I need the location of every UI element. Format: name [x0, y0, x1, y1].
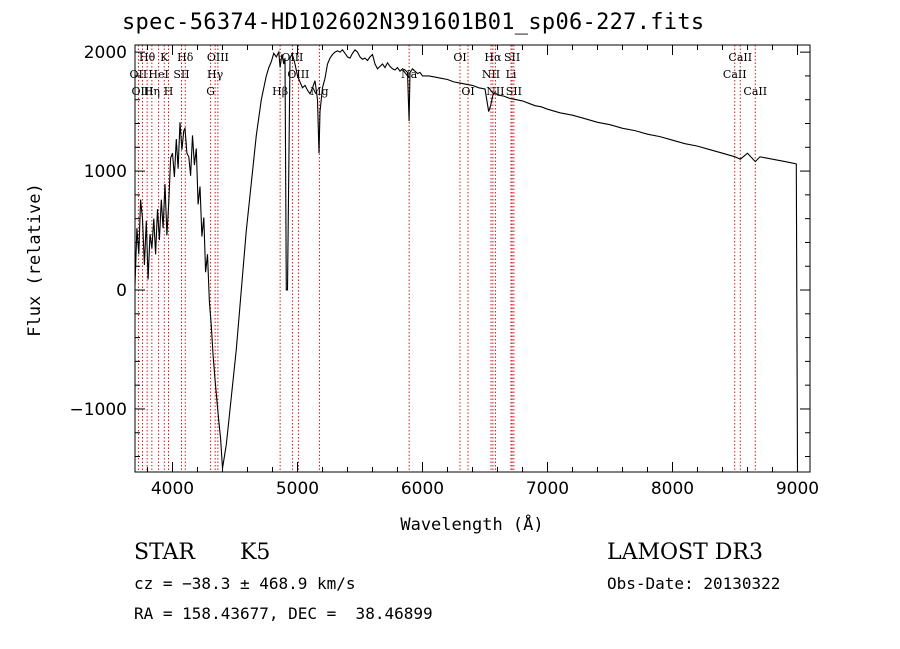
x-tick-label: 7000	[526, 479, 569, 499]
line-marker-label: SII	[504, 51, 520, 64]
line-marker-label: HeI	[148, 68, 168, 81]
line-marker-label: SII	[506, 85, 522, 98]
line-marker-label: G	[206, 85, 215, 98]
redshift-readout: cz = −38.3 ± 468.9 km/s	[134, 574, 356, 593]
y-tick-label: −1000	[69, 400, 127, 420]
spectrum-line	[134, 48, 799, 473]
y-axis-ticks: −1000 0 1000 2000	[69, 43, 810, 458]
line-marker-label: OI	[461, 85, 474, 98]
line-marker-label: CaII	[728, 51, 752, 64]
object-subclass: K5	[240, 540, 271, 565]
line-marker-label: OI	[453, 51, 466, 64]
line-marker-label: Hθ	[139, 51, 156, 64]
y-axis-label: Flux (relative)	[25, 183, 45, 337]
line-marker-label: OIII	[287, 68, 309, 81]
chart-title: spec-56374-HD102602N391601B01_sp06-227.f…	[122, 10, 705, 35]
survey-name: LAMOST DR3	[607, 540, 763, 565]
line-marker-label: OII	[130, 68, 148, 81]
line-marker-label: NII	[482, 68, 500, 81]
x-axis-label: Wavelength (Å)	[400, 513, 543, 535]
x-axis-ticks: 4000 5000 6000 7000 8000 9000	[147, 45, 819, 499]
y-tick-label: 1000	[84, 162, 127, 182]
x-tick-label: 5000	[276, 479, 319, 499]
x-tick-label: 4000	[151, 479, 194, 499]
line-marker-label: CaII	[723, 68, 747, 81]
line-marker-label: OIII	[207, 51, 229, 64]
line-marker-label: NII	[486, 85, 504, 98]
x-tick-label: 6000	[401, 479, 444, 499]
line-marker-label: Na	[401, 68, 418, 81]
line-marker-label: Hη	[144, 85, 160, 98]
x-tick-label: 9000	[776, 479, 819, 499]
line-markers	[137, 45, 756, 472]
line-marker-label: OIII	[131, 85, 153, 98]
y-tick-label: 2000	[84, 43, 127, 63]
line-marker-label: Mg	[310, 85, 328, 98]
object-class: STAR	[134, 540, 195, 565]
coordinates: RA = 158.43677, DEC = 38.46899	[134, 604, 433, 623]
line-marker-label: Hγ	[207, 68, 224, 81]
x-tick-label: 8000	[651, 479, 694, 499]
line-marker-label: CaII	[743, 85, 767, 98]
y-tick-label: 0	[116, 281, 127, 301]
line-marker-label: Li	[506, 68, 517, 81]
line-marker-label: Hδ	[177, 51, 194, 64]
line-marker-label: Hα	[484, 51, 502, 64]
obs-date: Obs-Date: 20130322	[607, 574, 781, 593]
plot-frame	[134, 44, 811, 473]
line-marker-label: SII	[173, 68, 189, 81]
line-marker-label: Hβ	[272, 85, 288, 98]
line-marker-label: K	[160, 51, 169, 64]
line-marker-label: H	[164, 85, 174, 98]
